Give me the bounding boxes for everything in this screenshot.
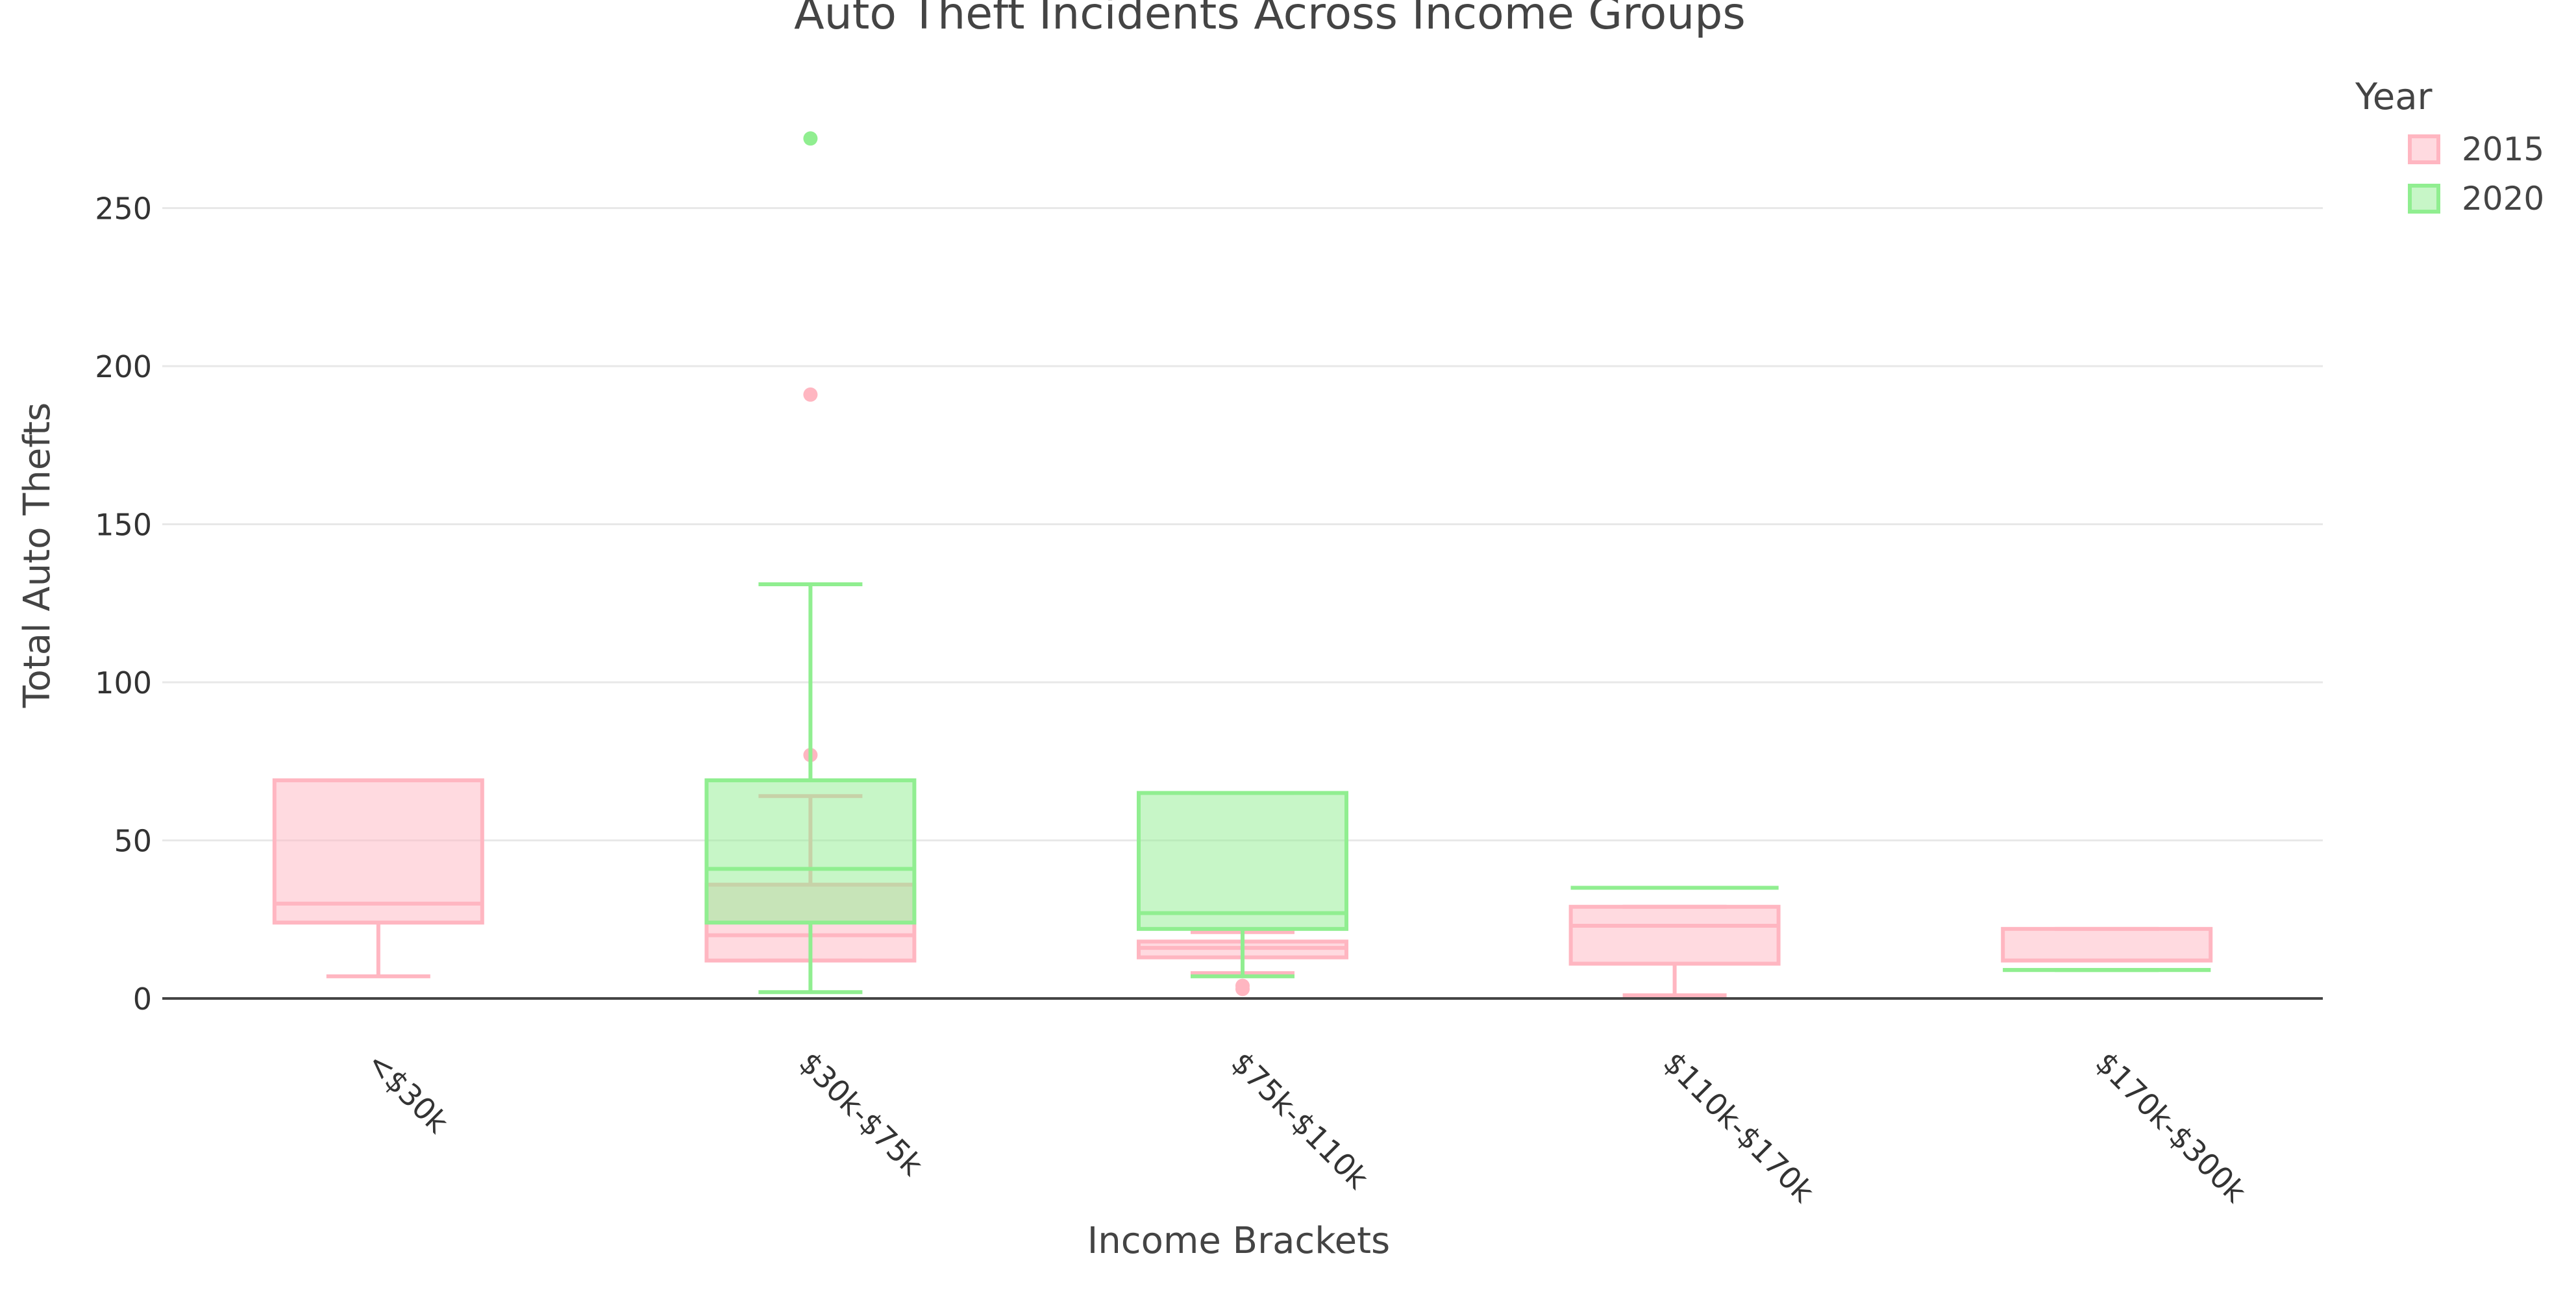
box-plot-layer [272,131,2213,998]
box-2015-0 [272,778,484,978]
x-axis-title: Income Brackets [1087,1220,1390,1262]
box-2015-3 [1568,904,1781,998]
grid-lines [162,206,2323,841]
legend-item-2020[interactable]: 2020 [2408,180,2544,217]
outlier-point[interactable] [803,387,818,402]
box-body[interactable] [704,778,917,925]
box-body[interactable] [1137,791,1348,931]
x-tick-label: $30k-$75k [793,1045,930,1183]
box-2020-2 [1137,791,1348,978]
x-tick-label: $170k-$300k [2088,1045,2253,1209]
legend-swatch-2020 [2408,184,2440,214]
chart-title: Auto Theft Incidents Across Income Group… [794,0,1746,40]
axes: 0 50 100 150 200 250 <$30k $30k-$75k $75k-$110k $… [95,191,2323,1209]
legend-label-2020: 2020 [2462,180,2544,217]
y-tick-label: 0 [133,982,152,1017]
y-tick-label: 100 [95,665,152,700]
legend-label-2015: 2015 [2462,130,2544,168]
x-tick-label: <$30k [360,1045,456,1141]
legend: Year 2015 2020 [2355,76,2544,217]
outlier-point[interactable] [1235,978,1250,993]
x-tick-label: $75k-$110k [1224,1045,1376,1196]
y-tick-label: 200 [95,349,152,384]
outlier-point[interactable] [803,131,818,146]
legend-title: Year [2355,76,2433,118]
legend-item-2015[interactable]: 2015 [2408,130,2544,168]
series-2020 [704,131,2211,995]
y-tick-label: 250 [95,191,152,226]
legend-swatch-2015 [2408,134,2440,164]
box-body[interactable] [2001,926,2213,963]
box-body[interactable] [272,778,484,925]
box-2020-1 [704,131,917,995]
y-axis-title: Total Auto Thefts [16,403,58,708]
x-tick-label: $110k-$170k [1657,1045,1821,1209]
box-2015-4 [2001,926,2213,963]
y-tick-label: 50 [114,823,152,858]
y-tick-label: 150 [95,507,152,542]
box-body[interactable] [1568,904,1781,966]
